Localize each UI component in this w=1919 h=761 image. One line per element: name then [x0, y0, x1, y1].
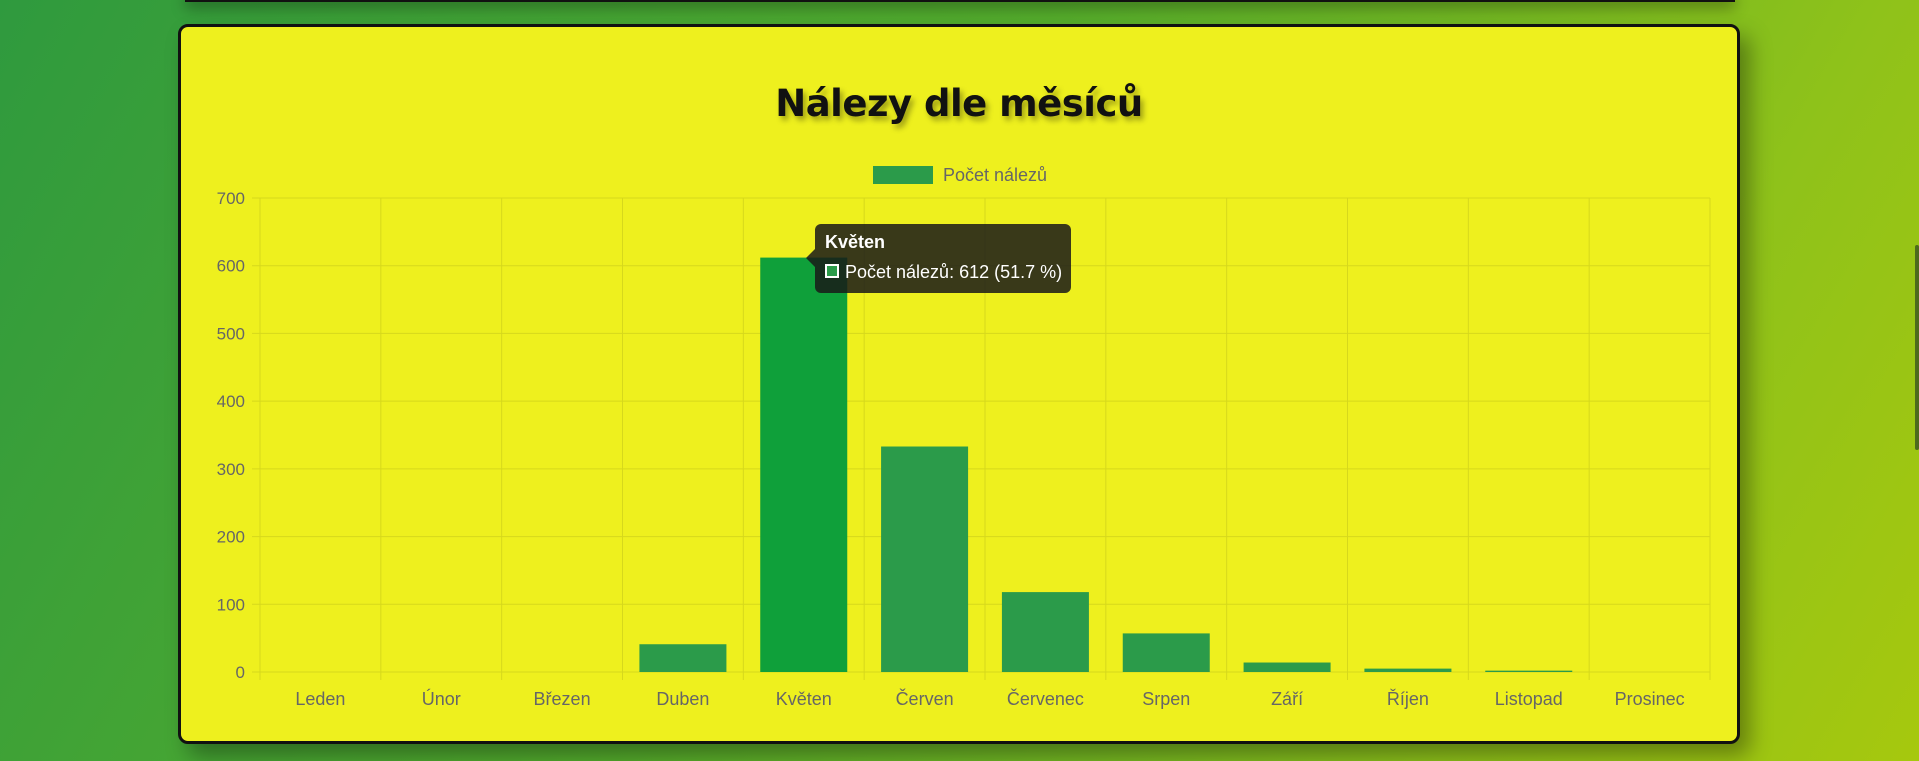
x-tick-label: Leden [295, 689, 345, 709]
page-scrollbar[interactable] [1915, 245, 1919, 450]
x-tick-label: Říjen [1387, 689, 1429, 709]
chart-tooltip: Květen Počet nálezů: 612 (51.7 %) [806, 224, 1071, 293]
bar-červenec[interactable] [1001, 592, 1089, 672]
y-tick-label: 200 [217, 528, 245, 547]
grid-lines [252, 197, 1711, 680]
tooltip-color-swatch [825, 264, 839, 278]
chart-title: Nálezy dle měsíců [775, 82, 1143, 125]
bars [639, 257, 1573, 672]
x-tick-label: Červenec [1007, 688, 1084, 709]
y-tick-label: 500 [217, 324, 245, 343]
legend-swatch[interactable] [873, 166, 933, 184]
x-tick-label: Únor [422, 688, 461, 709]
x-tick-label: Březen [534, 689, 591, 709]
x-tick-label: Listopad [1495, 689, 1563, 709]
y-tick-label: 400 [217, 392, 245, 411]
y-tick-label: 300 [217, 460, 245, 479]
x-tick-label: Červen [896, 688, 954, 709]
x-tick-label: Prosinec [1615, 689, 1685, 709]
tooltip-value: Počet nálezů: 612 (51.7 %) [845, 262, 1063, 282]
bar-červen[interactable] [881, 446, 969, 672]
x-tick-label: Duben [656, 689, 709, 709]
legend[interactable]: Počet nálezů [873, 165, 1047, 185]
bar-září[interactable] [1243, 662, 1331, 672]
y-axis: 0 100 200 300 400 500 600 700 [217, 189, 245, 682]
legend-label[interactable]: Počet nálezů [943, 165, 1047, 185]
bar-duben[interactable] [639, 644, 727, 672]
bar-listopad[interactable] [1485, 670, 1573, 672]
y-tick-label: 100 [217, 595, 245, 614]
bar-říjen[interactable] [1364, 668, 1452, 672]
y-tick-label: 0 [236, 663, 245, 682]
tooltip-title: Květen [825, 232, 886, 252]
y-tick-label: 700 [217, 189, 245, 208]
y-tick-label: 600 [217, 257, 245, 276]
header-bar-edge [185, 0, 1735, 2]
x-tick-label: Srpen [1142, 689, 1190, 709]
x-axis: Leden Únor Březen Duben Květen Červen Červenec… [295, 688, 1684, 709]
x-tick-label: Květen [776, 689, 832, 709]
tooltip-caret [806, 249, 815, 267]
bar-srpen[interactable] [1122, 633, 1210, 672]
bar-květen[interactable] [760, 257, 848, 672]
x-tick-label: Září [1271, 689, 1303, 709]
